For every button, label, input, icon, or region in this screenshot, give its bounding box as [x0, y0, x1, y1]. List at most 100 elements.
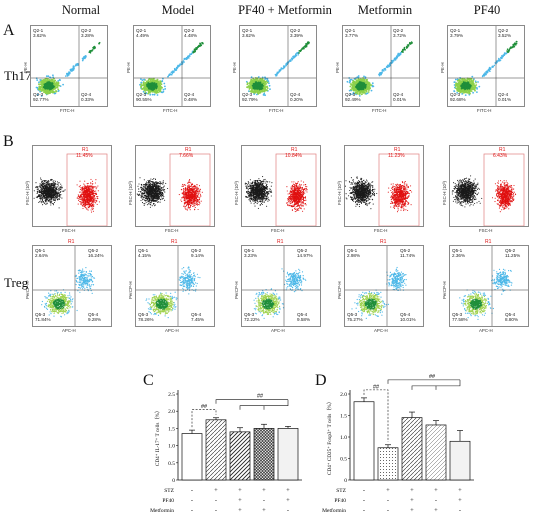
treatment-mark: -	[387, 497, 389, 504]
quadrant-value: 11.25%	[505, 253, 521, 258]
th17-plot-2	[239, 25, 317, 107]
quadrant-label: Q2-4	[393, 92, 404, 97]
quadrant-value: 4.49%	[136, 33, 150, 38]
treg-density-3	[345, 246, 423, 326]
sig-bracket	[239, 399, 289, 410]
gate-plot-0	[32, 145, 112, 227]
gate-value: 10.84%	[285, 153, 302, 159]
gate-value: 6.43%	[493, 153, 508, 159]
bar	[449, 440, 471, 481]
quadrant-label: Q5-1	[138, 248, 149, 253]
quadrant-label: Q2-1	[450, 28, 461, 33]
y-axis-label: PerCP-H	[442, 281, 447, 299]
quadrant-value: 9.28%	[88, 317, 102, 322]
quadrant-label: Q2-2	[81, 28, 92, 33]
treatment-label: Metformin	[322, 507, 346, 514]
y-tick-label: 0.5	[340, 457, 347, 463]
x-axis-label: FITC-H	[60, 108, 75, 113]
quadrant-value: 7.45%	[191, 317, 205, 322]
treatment-mark: +	[458, 487, 462, 494]
quadrant-label: Q5-2	[400, 248, 411, 253]
y-axis-label: PerCP-H	[25, 281, 30, 299]
gate-plot-2	[241, 145, 321, 227]
x-axis-label: FSC-H	[374, 228, 388, 233]
quadrant-value: 92.79%	[242, 97, 258, 102]
quadrant-value: 16.24%	[88, 253, 104, 258]
treatment-mark: -	[191, 497, 193, 504]
bar-chart-treg: 0 0.5 1.0 1.5 2.0 CD4⁺ CD25⁺ Foxp3⁺ T cells（%…	[322, 374, 474, 514]
treatment-mark: +	[214, 487, 218, 494]
treatment-label: STZ	[336, 488, 346, 494]
bar	[277, 428, 299, 481]
x-axis-label: FITC-H	[477, 108, 492, 113]
quadrant-value: 2.64%	[35, 253, 49, 258]
treatment-mark: -	[215, 507, 217, 514]
sig-bracket	[411, 379, 461, 390]
quadrant-label: Q2-2	[290, 28, 301, 33]
quadrant-label: Q2-3	[33, 92, 44, 97]
x-axis-label: FITC-H	[163, 108, 178, 113]
th17-density-2	[240, 26, 316, 106]
y-axis-label: FSC-H (10³)	[128, 181, 133, 205]
quadrant-value: 8.80%	[505, 317, 519, 322]
quadrant-value: 72.22%	[244, 317, 260, 322]
y-axis-label: PerCP-H	[337, 281, 342, 299]
y-axis-label: PE-H	[23, 62, 28, 74]
quadrant-label: Q2-2	[393, 28, 404, 33]
gate-name: R1	[394, 147, 401, 153]
treatment-mark: -	[459, 507, 461, 514]
treatment-mark: -	[363, 497, 365, 504]
quadrant-value: 9.58%	[297, 317, 311, 322]
x-axis-label: APC-H	[271, 328, 285, 333]
gate-value: 11.45%	[76, 153, 93, 159]
treatment-mark: +	[238, 487, 242, 494]
gate-name: R1	[380, 239, 387, 245]
y-axis-label: PerCP-H	[128, 281, 133, 299]
treatment-mark: +	[262, 487, 266, 494]
y-axis-label: PE-H	[126, 62, 131, 74]
bar	[377, 447, 399, 481]
quadrant-label: Q5-4	[400, 312, 411, 317]
quadrant-label: Q5-2	[505, 248, 516, 253]
quadrant-label: Q5-3	[452, 312, 463, 317]
y-axis-label: FSC-H (10³)	[234, 181, 239, 205]
panel-label-b: B	[3, 133, 14, 150]
x-axis-label: FSC-H	[479, 228, 493, 233]
treg-plot-3	[344, 245, 424, 327]
quadrant-value: 0.48%	[184, 97, 198, 102]
quadrant-label: Q5-3	[35, 312, 46, 317]
quadrant-label: Q2-1	[33, 28, 44, 33]
quadrant-value: 4.15%	[138, 253, 152, 258]
quadrant-label: Q5-2	[88, 248, 99, 253]
treatment-mark: +	[238, 497, 242, 504]
treatment-mark: -	[263, 497, 265, 504]
x-axis-label: FSC-H	[62, 228, 76, 233]
treatment-mark: -	[287, 507, 289, 514]
gate-scatter-2	[244, 153, 317, 226]
quadrant-label: Q2-4	[81, 92, 92, 97]
bar	[353, 401, 375, 481]
th17-density-1	[134, 26, 210, 106]
quadrant-value: 78.26%	[138, 317, 154, 322]
treatment-mark: -	[215, 497, 217, 504]
quadrant-value: 2.36%	[452, 253, 466, 258]
bar-chart-th17: 0 0.5 1.0 1.5 2.0 2.5 CD4⁺ IL-17⁺ T cells（%） ##…	[150, 390, 302, 514]
treatment-mark: -	[191, 487, 193, 494]
bar	[253, 428, 275, 481]
treatment-mark: +	[410, 487, 414, 494]
treatment-mark: +	[410, 497, 414, 504]
quadrant-value: 75.27%	[347, 317, 363, 322]
quadrant-label: Q2-4	[184, 92, 195, 97]
y-axis-label: PE-H	[335, 62, 340, 74]
quadrant-value: 92.77%	[33, 97, 49, 102]
panel-label-c: C	[143, 372, 154, 389]
quadrant-value: 3.72%	[393, 33, 407, 38]
gate-name: R1	[291, 147, 298, 153]
treg-density-4	[450, 246, 528, 326]
x-axis-label: APC-H	[479, 328, 493, 333]
gate-scatter-0	[33, 153, 108, 226]
quadrant-value: 3.62%	[33, 33, 47, 38]
quadrant-value: 3.62%	[242, 33, 256, 38]
bar	[425, 424, 447, 481]
sig-label: ##	[429, 374, 435, 380]
